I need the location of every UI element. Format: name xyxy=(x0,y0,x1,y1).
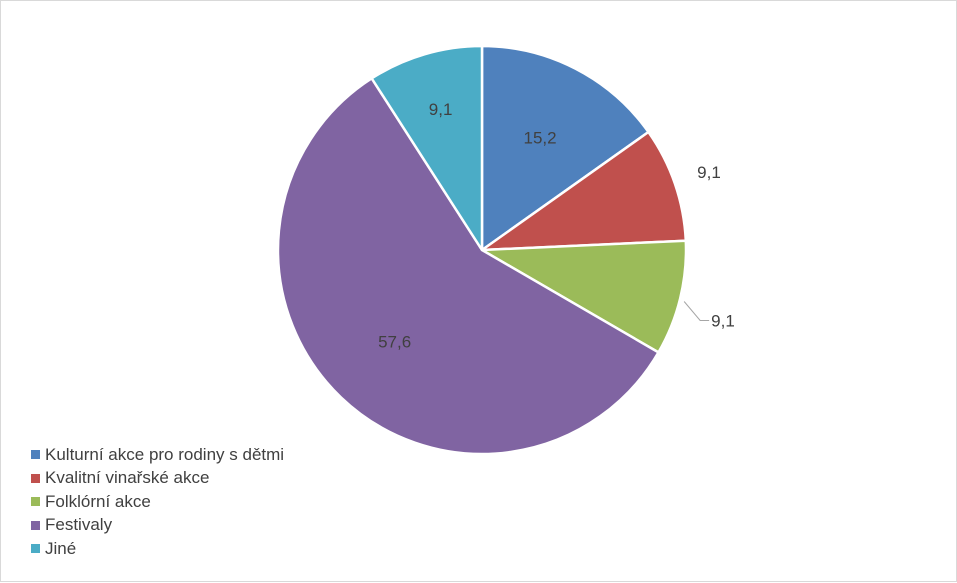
legend-label: Folklórní akce xyxy=(45,491,151,511)
legend-label: Kvalitní vinařské akce xyxy=(45,468,210,488)
pie-data-labels: 15,2 9,1 9,1 57,6 9,1 xyxy=(378,100,735,351)
legend-item-2: Kvalitní vinařské akce xyxy=(31,467,284,491)
pie-slice-2 xyxy=(480,130,688,252)
chart-legend: Kulturní akce pro rodiny s dětmi Kvalitní… xyxy=(31,443,284,561)
pie-slices xyxy=(276,44,688,456)
legend-swatch xyxy=(31,520,40,530)
legend-label: Jiné xyxy=(45,538,77,558)
legend-item-3: Folklórní akce xyxy=(31,490,284,514)
legend-swatch xyxy=(31,544,40,554)
legend-item-1: Kulturní akce pro rodiny s dětmi xyxy=(31,443,284,467)
legend-label: Kulturní akce pro rodiny s dětmi xyxy=(45,444,285,464)
legend-swatch xyxy=(31,450,40,460)
legend-swatch xyxy=(31,473,40,483)
data-label-4: 57,6 xyxy=(378,332,411,351)
legend-item-5: Jiné xyxy=(31,537,284,561)
pie-slice-1 xyxy=(480,44,650,252)
pie-slice-3 xyxy=(480,239,688,354)
leader-line-3 xyxy=(683,301,710,322)
pie-slice-5 xyxy=(370,44,484,252)
data-label-3: 9,1 xyxy=(711,312,735,331)
legend-swatch xyxy=(31,497,40,507)
data-label-2: 9,1 xyxy=(697,163,721,182)
legend-label: Festivaly xyxy=(45,515,113,535)
pie-slice-4 xyxy=(276,77,660,456)
legend-item-4: Festivaly xyxy=(31,514,284,538)
data-label-5: 9,1 xyxy=(429,100,453,119)
data-label-1: 15,2 xyxy=(524,129,557,148)
